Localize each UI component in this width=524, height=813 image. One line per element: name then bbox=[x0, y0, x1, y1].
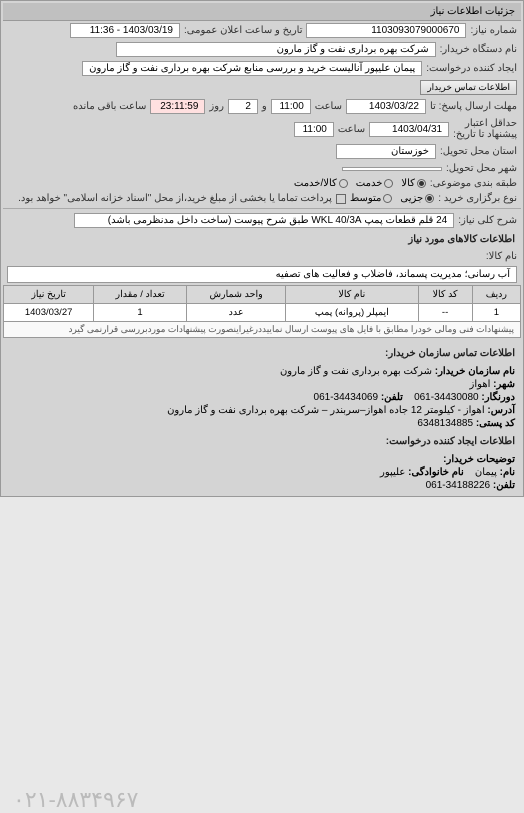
purchase-type-label: نوع برگزاری خرید : bbox=[438, 193, 517, 204]
treasury-checkbox[interactable] bbox=[336, 194, 346, 204]
packaging-radios: کالا خدمت کالا/خدمت bbox=[294, 178, 426, 189]
opt-medium-label: متوسط bbox=[350, 193, 381, 204]
th-unit: واحد شمارش bbox=[186, 286, 285, 304]
req-phone-label: تلفن: bbox=[493, 480, 515, 491]
postal-label: کد پستی: bbox=[476, 418, 515, 429]
purchase-type-radios: جزیی متوسط bbox=[350, 193, 434, 204]
days-unit: روز bbox=[209, 101, 224, 112]
name-label: نام: bbox=[500, 467, 515, 478]
request-no-value: 1103093079000670 bbox=[306, 23, 466, 38]
radio-goods[interactable] bbox=[417, 179, 426, 188]
response-deadline-label: مهلت ارسال پاسخ: تا bbox=[430, 101, 517, 112]
buyer-device-value: شرکت بهره برداری نفت و گاز مارون bbox=[116, 42, 436, 57]
hour-label-2: ساعت bbox=[338, 124, 365, 135]
phone-value: 34434069-061 bbox=[314, 392, 379, 403]
delivery-province: خوزستان bbox=[336, 144, 436, 159]
goods-desc-note: پیشنهادات فنی ومالی خودرا مطابق با فایل … bbox=[3, 322, 521, 338]
validity-hour: 11:00 bbox=[294, 122, 334, 137]
category-label: نام کالا: bbox=[486, 251, 517, 262]
table-row: 1 -- ایمپلر (پروانه) پمپ عدد 1 1403/03/2… bbox=[4, 304, 521, 322]
family-value: علیپور bbox=[380, 467, 405, 478]
cell-name: ایمپلر (پروانه) پمپ bbox=[286, 304, 418, 322]
validity-date: 1403/04/31 bbox=[369, 122, 449, 137]
org-value: شرکت بهره برداری نفت و گاز مارون bbox=[280, 366, 432, 377]
requestor-section-title: اطلاعات ایجاد کننده درخواست: bbox=[3, 432, 521, 451]
category-value: آب رسانی؛ مدیریت پسماند، فاضلاب و فعالیت… bbox=[7, 266, 517, 283]
buyer-note-label: توضیحات خریدار: bbox=[443, 454, 515, 465]
th-row: ردیف bbox=[472, 286, 520, 304]
radio-medium[interactable] bbox=[383, 194, 392, 203]
goods-table: ردیف کد کالا نام کالا واحد شمارش تعداد /… bbox=[3, 285, 521, 322]
opt-both-label: کالا/خدمت bbox=[294, 178, 337, 189]
th-name: نام کالا bbox=[286, 286, 418, 304]
address-label: آدرس: bbox=[487, 405, 515, 416]
cell-unit: عدد bbox=[186, 304, 285, 322]
announce-date-label: تاریخ و ساعت اعلان عمومی: bbox=[184, 25, 303, 36]
validity-label: حداقل اعتبار پیشنهاد تا تاریخ: bbox=[453, 118, 517, 140]
radio-service[interactable] bbox=[384, 179, 393, 188]
cell-qty: 1 bbox=[94, 304, 187, 322]
opt-partial-label: جزیی bbox=[400, 193, 423, 204]
cell-row: 1 bbox=[472, 304, 520, 322]
main-desc-label: شرح کلی نیاز: bbox=[458, 215, 517, 226]
opt-service-label: خدمت bbox=[356, 178, 383, 189]
days-sep: و bbox=[262, 101, 267, 112]
delivery-province-label: استان محل تحویل: bbox=[440, 146, 517, 157]
buyer-contact-btn[interactable]: اطلاعات تماس خریدار bbox=[420, 80, 517, 95]
contact-section-title: اطلاعات تماس سازمان خریدار: bbox=[3, 344, 521, 363]
response-date: 1403/03/22 bbox=[346, 99, 426, 114]
th-code: کد کالا bbox=[418, 286, 472, 304]
creator-value: پیمان علیپور آنالیست خرید و بررسی منابع … bbox=[82, 61, 422, 76]
fax-value: 34430080-061 bbox=[414, 392, 479, 403]
postal-value: 6348134885 bbox=[417, 418, 473, 429]
announce-date-value: 1403/03/19 - 11:36 bbox=[70, 23, 180, 38]
request-no-label: شماره نیاز: bbox=[470, 25, 517, 36]
main-desc-value: 24 قلم قطعات پمپ WKL 40/3A طبق شرح پیوست… bbox=[74, 213, 454, 228]
radio-partial[interactable] bbox=[425, 194, 434, 203]
goods-section-title: اطلاعات کالاهای مورد نیاز bbox=[3, 230, 521, 249]
remaining-label: ساعت باقی مانده bbox=[73, 101, 146, 112]
org-label: نام سازمان خریدار: bbox=[435, 366, 515, 377]
watermark-phone: ۰۲۱-۸۸۳۴۹۶۷ bbox=[13, 787, 139, 813]
cell-code: -- bbox=[418, 304, 472, 322]
creator-label: ایجاد کننده درخواست: bbox=[426, 63, 517, 74]
opt-goods-label: کالا bbox=[401, 178, 415, 189]
hour-label-1: ساعت bbox=[315, 101, 342, 112]
response-hour: 11:00 bbox=[271, 99, 311, 114]
fax-label: دورنگار: bbox=[481, 392, 515, 403]
city-value: اهواز bbox=[470, 379, 491, 390]
th-date: تاریخ نیاز bbox=[4, 286, 94, 304]
page-title: جزئیات اطلاعات نیاز bbox=[3, 3, 521, 21]
city-label: شهر: bbox=[493, 379, 515, 390]
days-value: 2 bbox=[228, 99, 258, 114]
cell-date: 1403/03/27 bbox=[4, 304, 94, 322]
buyer-device-label: نام دستگاه خریدار: bbox=[440, 44, 517, 55]
delivery-city bbox=[342, 167, 442, 171]
packaging-label: طبقه بندی موضوعی: bbox=[430, 178, 517, 189]
req-phone-value: 34188226-061 bbox=[426, 480, 491, 491]
family-label: نام خانوادگی: bbox=[408, 467, 464, 478]
name-value: پیمان bbox=[475, 467, 497, 478]
address-value: اهواز - کیلومتر 12 جاده اهواز–سربندر – ش… bbox=[167, 405, 485, 416]
payment-note: پرداخت تماما یا بخشی از مبلغ خرید،از محل… bbox=[18, 193, 332, 204]
th-qty: تعداد / مقدار bbox=[94, 286, 187, 304]
delivery-city-label: شهر محل تحویل: bbox=[446, 163, 517, 174]
remaining-time: 23:11:59 bbox=[150, 99, 205, 114]
phone-label: تلفن: bbox=[381, 392, 403, 403]
radio-both[interactable] bbox=[339, 179, 348, 188]
